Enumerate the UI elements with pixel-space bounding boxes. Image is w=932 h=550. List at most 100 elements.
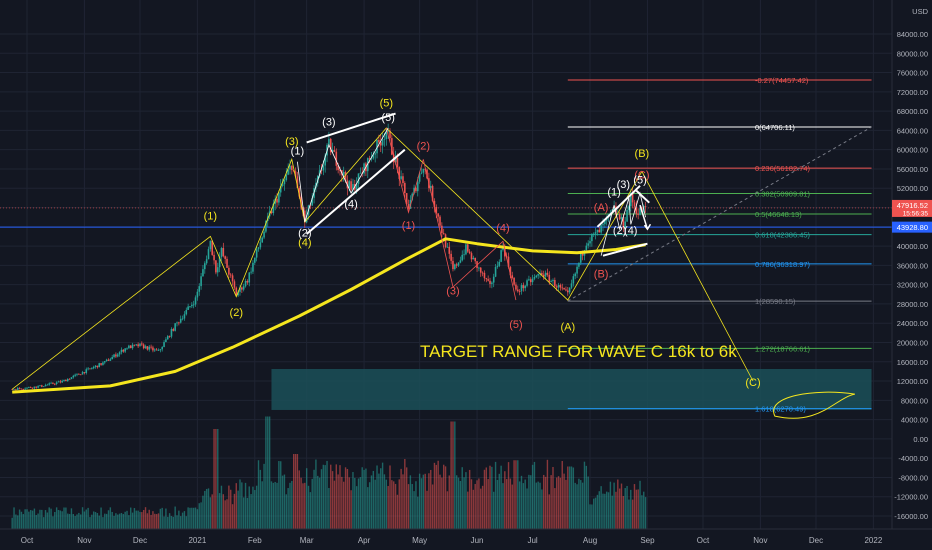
volume-bar: [546, 459, 549, 529]
volume-bar: [630, 489, 632, 529]
candle-body: [444, 234, 447, 248]
volume-bar: [585, 465, 588, 529]
volume-bar: [513, 460, 515, 529]
candle-body: [507, 256, 510, 268]
volume-bar: [394, 483, 397, 529]
volume-bar: [213, 429, 215, 529]
candle-body: [246, 280, 249, 283]
wave-white-path: [297, 127, 389, 223]
volume-bar: [518, 481, 521, 529]
volume-bar: [52, 516, 54, 529]
candle-body: [202, 269, 204, 277]
candle-body: [439, 216, 441, 226]
volume-bar: [248, 486, 250, 529]
volume-bar: [489, 465, 491, 529]
candle-body: [363, 163, 365, 174]
candle-body: [329, 138, 332, 153]
volume-bar: [118, 513, 121, 529]
volume-bar: [439, 474, 441, 529]
wave-labels: (1)(2)(3)(4)(5)(1)(2)(3)(4)(5)(2)(1)(3)(…: [204, 97, 761, 389]
candle-body: [639, 208, 641, 215]
candle-body: [78, 373, 80, 375]
volume-bar: [339, 465, 341, 529]
candle-body: [53, 383, 56, 385]
candle-body: [263, 231, 265, 238]
volume-bar: [317, 475, 319, 529]
channel-line: [596, 185, 641, 228]
price-tick-label: 84000.00: [897, 30, 928, 39]
wave-label: (2): [417, 141, 430, 153]
candle-body: [22, 389, 25, 390]
volume-bar: [367, 487, 369, 529]
volume-bar: [120, 512, 123, 529]
candle-body: [13, 389, 15, 391]
volume-bar: [385, 479, 387, 529]
volume-bar: [135, 510, 137, 529]
candle-body: [602, 224, 604, 226]
price-tick-label: -8000.00: [898, 473, 928, 482]
volume-bar: [517, 460, 519, 529]
wave-label: (C): [634, 170, 649, 182]
price-tick-label: 80000.00: [897, 49, 928, 58]
candle-body: [335, 151, 338, 166]
candle-body: [448, 246, 451, 254]
volume-bar: [111, 511, 113, 529]
volume-bar: [561, 461, 563, 529]
volume-bar: [254, 490, 256, 529]
candle-body: [483, 272, 486, 279]
candle-body: [98, 363, 101, 368]
volume-bar: [413, 491, 415, 529]
volume-bar: [405, 467, 408, 529]
volume-bar: [563, 473, 565, 529]
candle-body: [46, 384, 49, 386]
volume-bar: [618, 488, 621, 529]
candle-body: [228, 267, 230, 275]
candle-body: [209, 240, 212, 250]
volume-bar: [292, 454, 295, 529]
volume-bar: [487, 479, 489, 529]
volume-bar: [554, 488, 556, 529]
candle-body: [115, 354, 117, 357]
candle-body: [168, 336, 171, 337]
candle-body: [68, 378, 71, 380]
candle-body: [578, 262, 580, 267]
candle-body: [472, 257, 475, 260]
volume-bar: [194, 507, 197, 529]
wave-label: (4): [624, 225, 637, 237]
volume-bar: [205, 488, 208, 529]
time-tick-label: Nov: [77, 536, 91, 545]
candle-body: [48, 383, 51, 385]
candle-body: [620, 216, 623, 220]
volume-bar: [407, 484, 410, 529]
candle-body: [137, 344, 139, 347]
candle-body: [355, 183, 358, 190]
volume-bar: [148, 509, 150, 529]
volume-bar: [252, 486, 254, 529]
candle-body: [153, 349, 156, 351]
volume-bar: [544, 476, 547, 529]
wave-label: (A): [560, 321, 575, 333]
volume-bar: [415, 481, 417, 529]
wave-label: (4): [298, 237, 311, 249]
volume-bar: [104, 513, 106, 529]
volume-bar: [37, 513, 39, 529]
candle-body: [385, 131, 388, 139]
reference-price-tag: [892, 221, 932, 233]
volume-bar: [159, 508, 162, 529]
volume-bar: [343, 481, 345, 529]
volume-bar: [467, 491, 469, 529]
candle-body: [220, 247, 223, 257]
volume-bar: [376, 465, 378, 529]
candle-body: [113, 354, 115, 358]
candle-body: [139, 343, 141, 347]
candle-body: [350, 181, 352, 190]
volume-bar: [259, 469, 262, 529]
volume-bar: [67, 513, 69, 529]
price-tick-label: 56000.00: [897, 165, 928, 174]
candle-body: [342, 171, 345, 175]
volume-bar: [246, 497, 249, 529]
candle-body: [276, 199, 278, 203]
candle-body: [579, 253, 582, 263]
